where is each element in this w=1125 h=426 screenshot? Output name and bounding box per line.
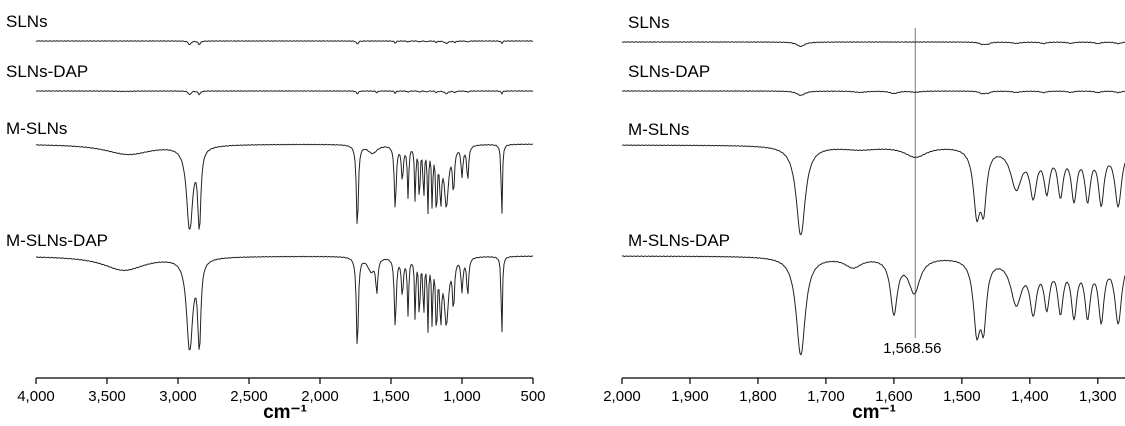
x-tick-label: 2,000 <box>603 388 641 405</box>
spectrum-slns-dap <box>35 90 534 96</box>
x-tick-label: 1,800 <box>739 388 777 405</box>
x-tick-label: 1,900 <box>671 388 709 405</box>
left-x-ticks: 4,000 3,500 3,000 2,500 2,000 1,500 1,000 500 <box>17 378 546 405</box>
x-tick-label: 1,300 <box>1079 388 1117 405</box>
right-spectra <box>621 41 1125 356</box>
right-x-axis-title: cm⁻¹ <box>852 402 896 423</box>
x-tick-label: 1,700 <box>807 388 845 405</box>
right-x-ticks: 2,000 1,900 1,800 1,700 1,600 1,500 1,400 1,300 <box>603 378 1117 405</box>
x-tick-label: 3,000 <box>159 388 197 405</box>
ftir-panel-full-range: SLNs SLNs-DAP M-SLNs M-SLNs-DAP 4,000 3,500 3… <box>6 12 546 423</box>
x-tick-label: 1,600 <box>875 388 913 405</box>
left-series-labels: SLNs SLNs-DAP M-SLNs M-SLNs-DAP <box>6 12 108 250</box>
spectrum-m-slns-dap <box>35 255 534 351</box>
series-label: SLNs <box>628 13 670 32</box>
ftir-panel-zoom-range: SLNs SLNs-DAP M-SLNs M-SLNs-DAP 1,568.56 2,… <box>603 13 1125 423</box>
right-series-labels: SLNs SLNs-DAP M-SLNs M-SLNs-DAP <box>628 13 730 250</box>
x-tick-label: 500 <box>520 388 545 405</box>
series-label: M-SLNs-DAP <box>628 231 730 250</box>
spectrum-slns-dap <box>621 90 1125 97</box>
spectrum-m-slns <box>35 143 534 230</box>
spectrum-m-slns <box>621 144 1125 236</box>
spectrum-m-slns-dap <box>621 255 1125 356</box>
series-label: SLNs-DAP <box>6 62 88 81</box>
spectrum-slns <box>621 41 1125 48</box>
x-tick-label: 1,500 <box>372 388 410 405</box>
series-label: SLNs <box>6 12 48 31</box>
series-label: M-SLNs-DAP <box>6 231 108 250</box>
series-label: M-SLNs <box>6 119 67 138</box>
left-x-axis-title: cm⁻¹ <box>263 402 307 423</box>
x-tick-label: 2,000 <box>301 388 339 405</box>
x-tick-label: 3,500 <box>88 388 126 405</box>
x-tick-label: 1,500 <box>943 388 981 405</box>
x-tick-label: 1,400 <box>1011 388 1049 405</box>
series-label: M-SLNs <box>628 120 689 139</box>
spectrum-slns <box>35 40 534 46</box>
x-tick-label: 4,000 <box>17 388 55 405</box>
series-label: SLNs-DAP <box>628 62 710 81</box>
x-tick-label: 1,000 <box>443 388 481 405</box>
x-tick-label: 2,500 <box>230 388 268 405</box>
annotation-1568: 1,568.56 <box>883 340 941 357</box>
left-spectra <box>35 40 534 351</box>
